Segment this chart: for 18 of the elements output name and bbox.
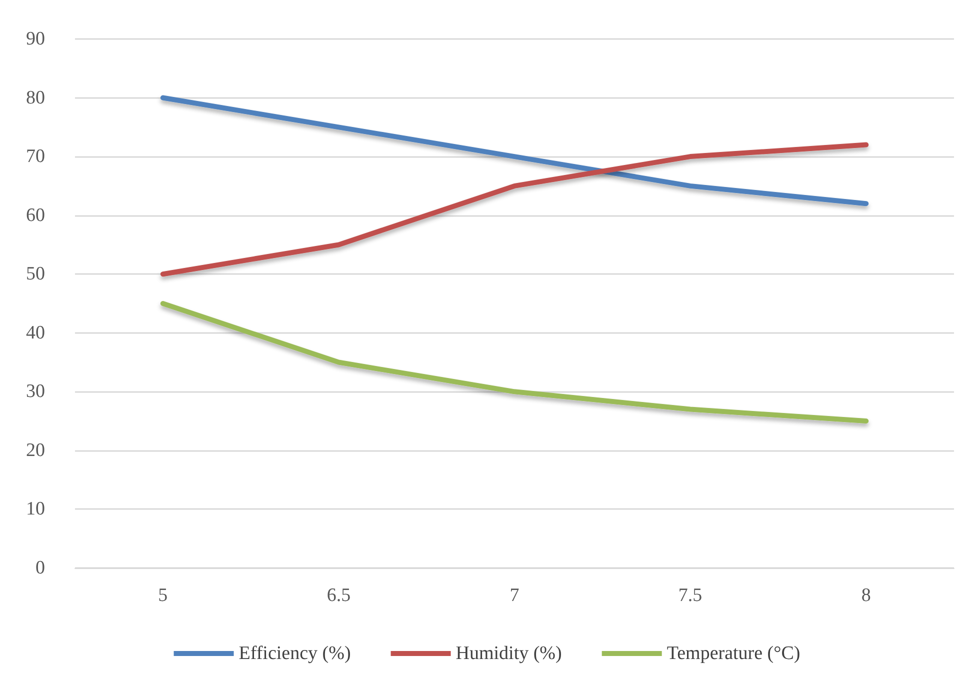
y-tick-label: 70 — [26, 146, 45, 168]
y-tick-label: 90 — [26, 28, 45, 50]
y-tick-label: 80 — [26, 87, 45, 108]
y-tick-label: 0 — [36, 558, 45, 578]
x-tick-label: 8 — [861, 585, 871, 606]
y-tick-label: 40 — [26, 322, 45, 344]
y-tick-label: 20 — [26, 440, 45, 461]
y-tick-label: 10 — [26, 498, 45, 520]
y-tick-label: 60 — [26, 204, 45, 226]
x-tick-label: 5 — [158, 585, 168, 606]
x-tick-label: 7 — [510, 585, 520, 606]
legend-label: Humidity (%) — [456, 643, 562, 664]
x-tick-label: 7.5 — [678, 585, 702, 606]
y-tick-label: 50 — [26, 264, 45, 285]
y-tick-label: 30 — [26, 381, 45, 402]
x-tick-label: 6.5 — [326, 585, 351, 606]
legend-label: Temperature (°C) — [666, 643, 800, 664]
legend-label: Efficiency (%) — [238, 643, 351, 664]
